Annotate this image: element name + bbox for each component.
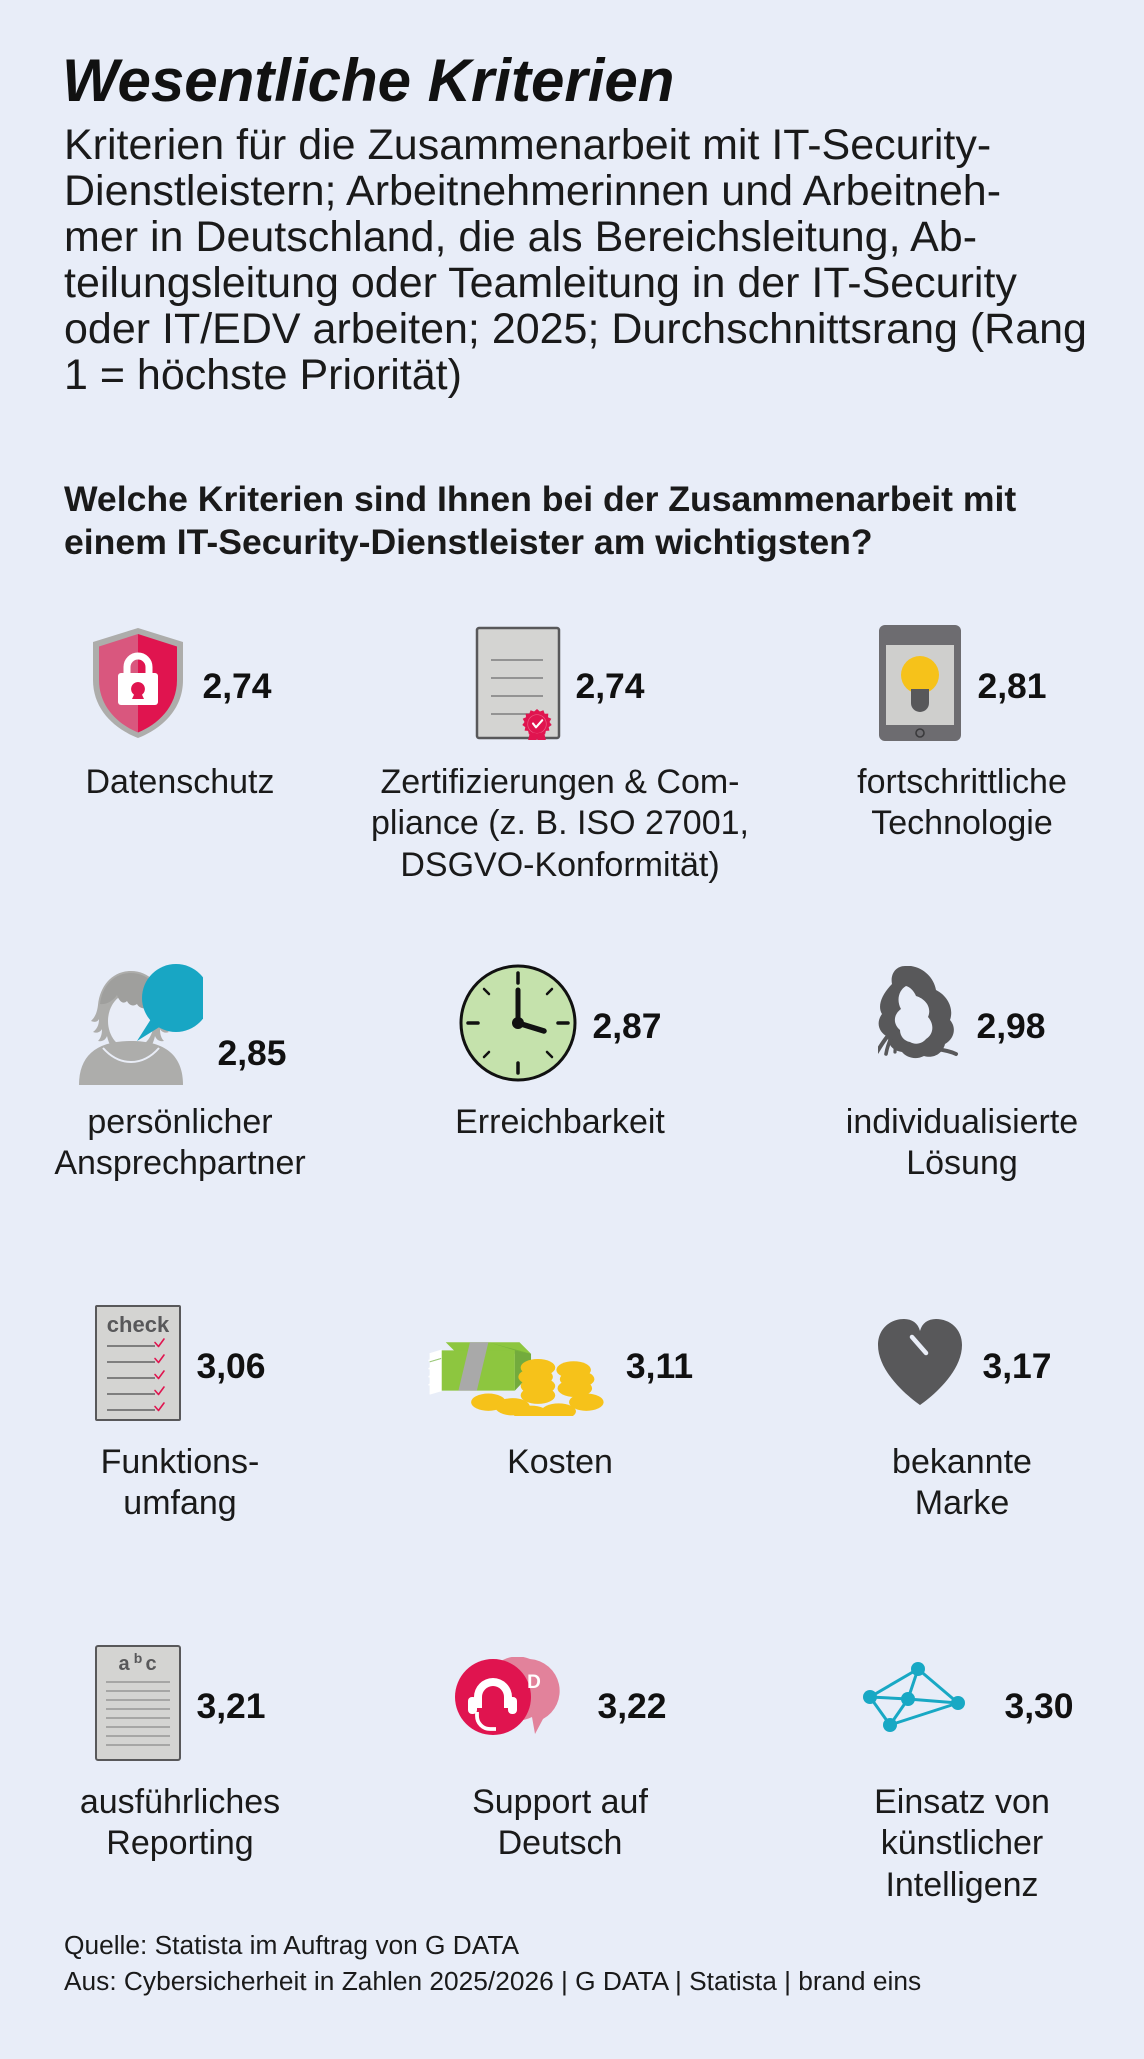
svg-text:D: D — [528, 1672, 542, 1693]
svg-text:check: check — [107, 1312, 170, 1337]
svg-text:b: b — [134, 1650, 143, 1666]
svg-text:a: a — [119, 1653, 131, 1675]
svg-text:c: c — [146, 1653, 157, 1675]
